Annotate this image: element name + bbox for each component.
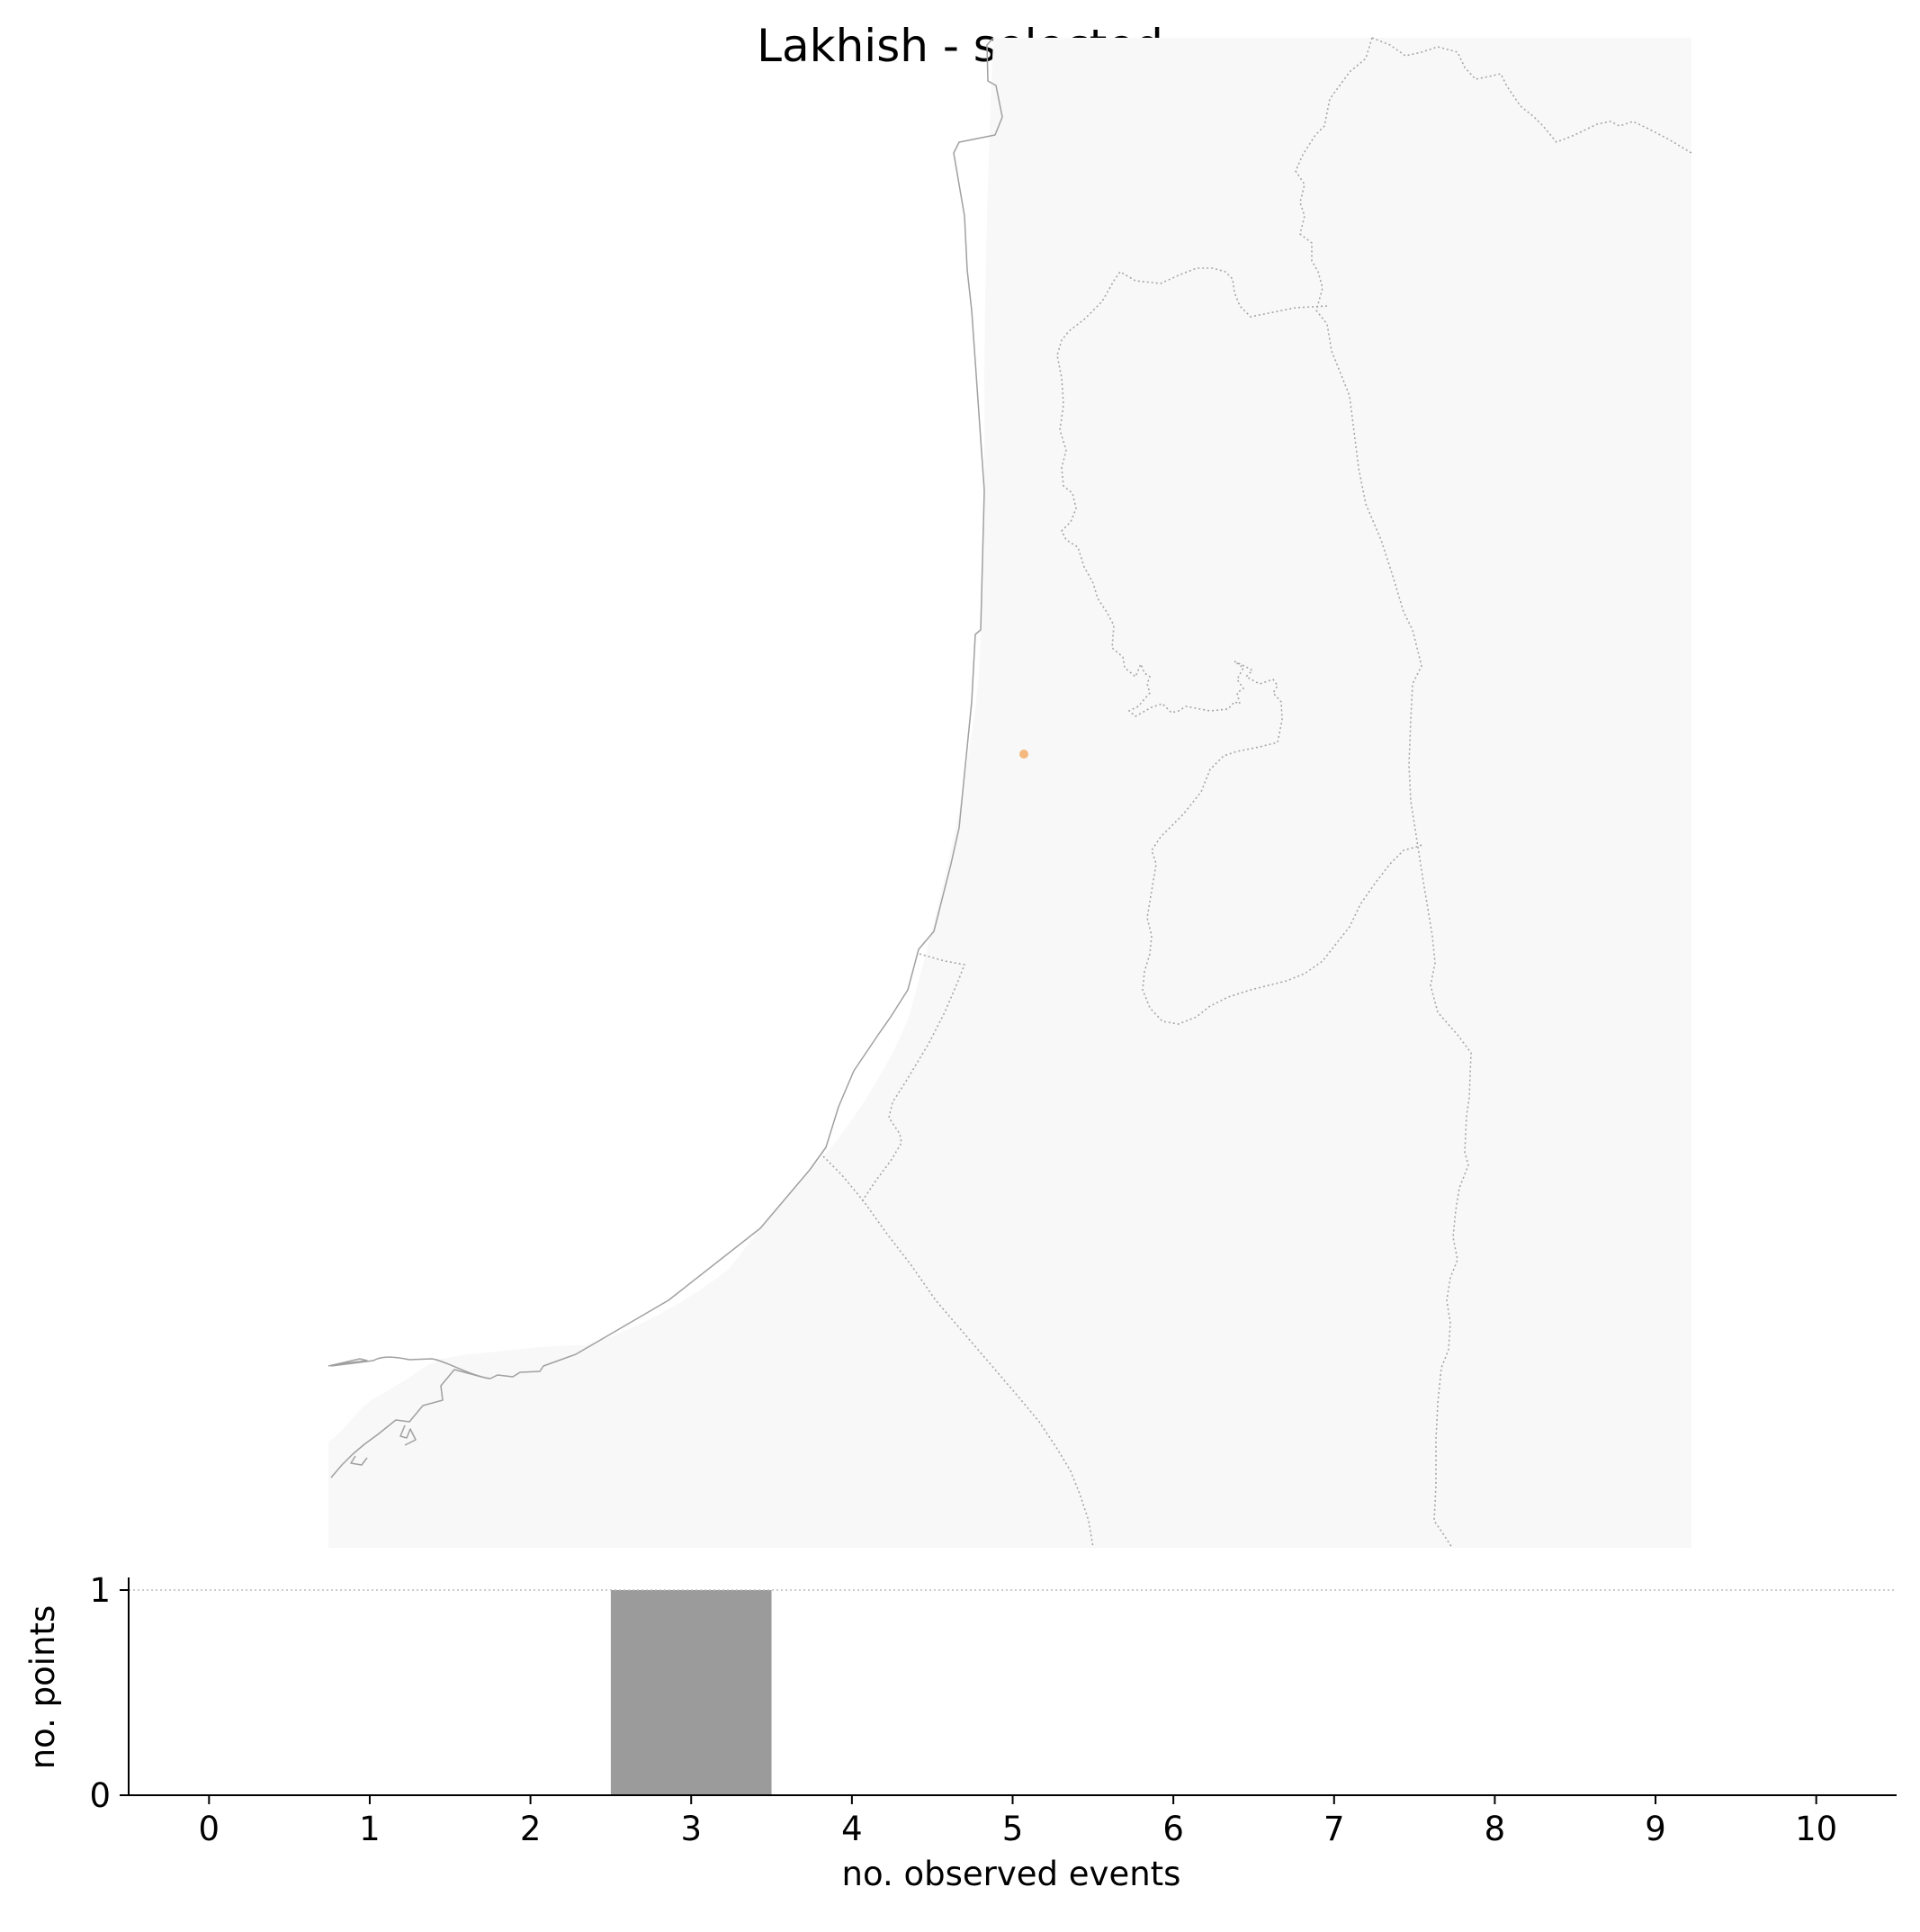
map-panel	[327, 37, 1692, 1549]
histogram-panel: 0 1 2 3 4 5 6 7 8 9 10 01 no. observed events no. …	[23, 1571, 1897, 1893]
x-tick-label-8: 8	[1485, 1810, 1506, 1848]
coastline	[330, 37, 1003, 1379]
x-tick-label-9: 9	[1645, 1810, 1666, 1848]
x-ticks: 0 1 2 3 4 5 6 7 8 9 10	[199, 1795, 1837, 1848]
y-ticks: 01	[89, 1571, 129, 1815]
border-egypt	[822, 1155, 1094, 1549]
coastline-lagoon	[327, 1358, 482, 1478]
x-tick-label-2: 2	[520, 1810, 542, 1848]
x-tick-label-0: 0	[199, 1810, 220, 1848]
coastline-inlet	[350, 1424, 417, 1466]
border-west-bank	[1056, 267, 1424, 1025]
y-tick-label-0: 0	[89, 1776, 111, 1815]
x-tick-label-10: 10	[1795, 1810, 1837, 1848]
x-tick-label-4: 4	[841, 1810, 863, 1848]
x-axis-label: no. observed events	[842, 1855, 1181, 1893]
bars-group	[610, 1590, 772, 1795]
selected-site-point	[1019, 750, 1028, 759]
bar-3	[610, 1590, 772, 1795]
x-tick-label-5: 5	[1002, 1810, 1024, 1848]
x-tick-label-6: 6	[1162, 1810, 1184, 1848]
y-axis-label: no. points	[23, 1605, 62, 1770]
x-tick-label-1: 1	[359, 1810, 381, 1848]
y-tick-label-1: 1	[89, 1571, 111, 1610]
x-tick-label-7: 7	[1323, 1810, 1345, 1848]
x-tick-label-3: 3	[680, 1810, 702, 1848]
land-area	[328, 38, 1691, 1548]
